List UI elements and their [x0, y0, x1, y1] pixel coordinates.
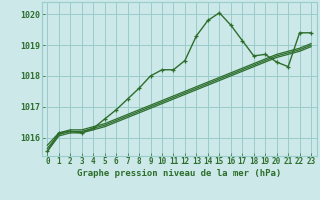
X-axis label: Graphe pression niveau de la mer (hPa): Graphe pression niveau de la mer (hPa): [77, 169, 281, 178]
